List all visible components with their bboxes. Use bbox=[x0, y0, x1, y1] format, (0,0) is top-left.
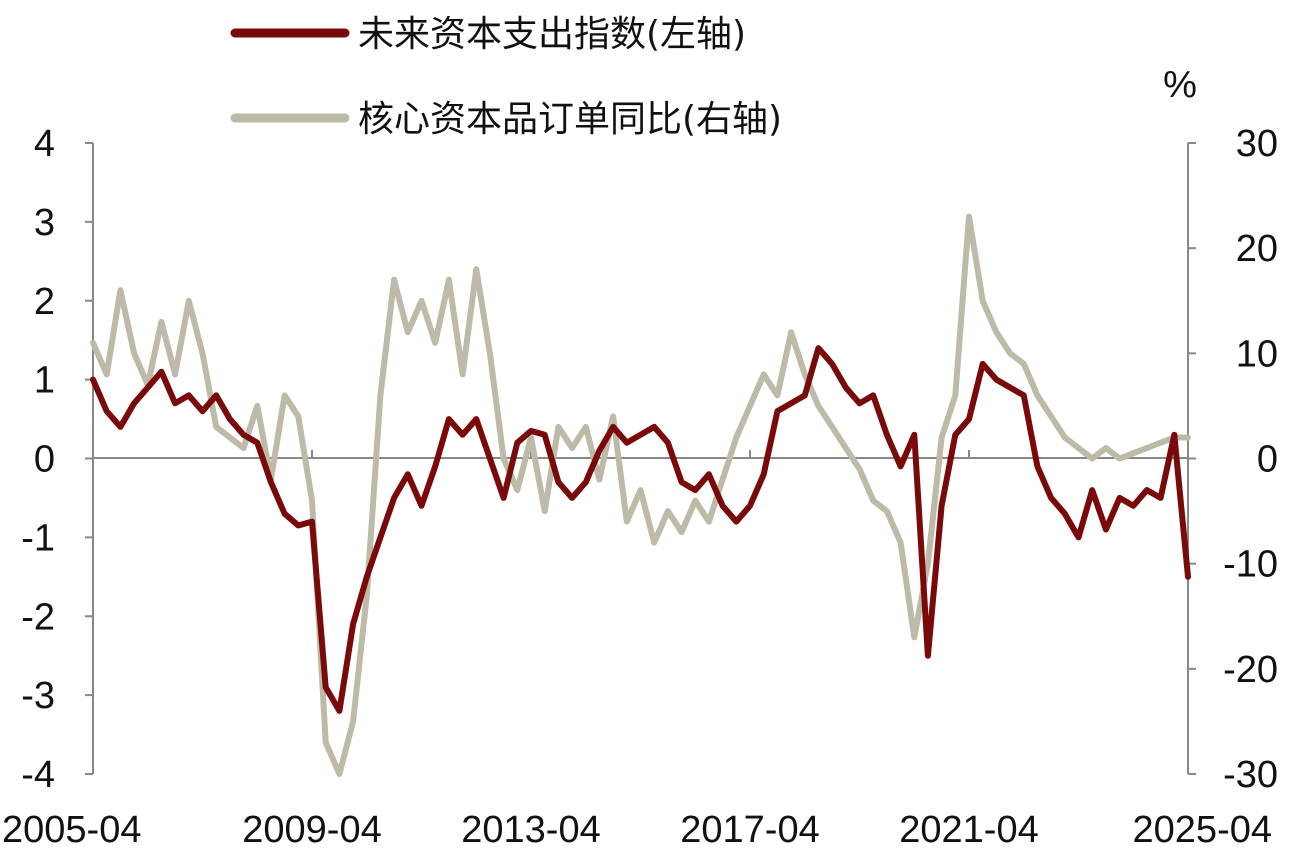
x-tick-label: 2025-04 bbox=[1133, 809, 1272, 851]
axes bbox=[92, 143, 1189, 774]
series-line-orders bbox=[90, 213, 1191, 777]
series-line-capex bbox=[90, 345, 1191, 714]
x-tick-label: 2017-04 bbox=[680, 809, 819, 851]
left-tick-label: -1 bbox=[21, 517, 55, 559]
right-tick-label: -10 bbox=[1223, 544, 1278, 586]
right-tick-label: 0 bbox=[1257, 439, 1278, 481]
legend-label-orders: 核心资本品订单同比(右轴) bbox=[358, 99, 782, 140]
left-tick-label: 0 bbox=[34, 439, 55, 481]
left-tick-label: -3 bbox=[21, 675, 55, 717]
x-axis-ticks: 2005-04 2009-04 2013-04 2017-04 2021-04 2025-… bbox=[2, 450, 1272, 851]
left-tick-label: 1 bbox=[34, 360, 55, 402]
left-tick-label: 2 bbox=[34, 281, 55, 323]
right-tick-label: -30 bbox=[1223, 754, 1278, 796]
x-tick-label: 2013-04 bbox=[461, 809, 600, 851]
left-axis-ticks: -4 -3 -2 -1 0 1 2 3 4 bbox=[21, 123, 93, 796]
left-tick-label: 4 bbox=[34, 123, 55, 165]
right-axis-unit: % bbox=[1163, 64, 1197, 106]
x-tick-label: 2021-04 bbox=[899, 809, 1038, 851]
legend-label-capex: 未来资本支出指数(左轴) bbox=[358, 14, 746, 55]
right-tick-label: 10 bbox=[1236, 333, 1278, 375]
right-tick-label: 30 bbox=[1236, 123, 1278, 165]
right-axis-ticks: -30 -20 -10 0 10 20 30 bbox=[1188, 123, 1278, 796]
legend: 未来资本支出指数(左轴) 核心资本品订单同比(右轴) bbox=[230, 14, 782, 140]
right-tick-label: -20 bbox=[1223, 649, 1278, 691]
left-tick-label: -2 bbox=[21, 596, 55, 638]
right-tick-label: 20 bbox=[1236, 228, 1278, 270]
x-tick-label: 2009-04 bbox=[242, 809, 381, 851]
left-tick-label: -4 bbox=[21, 754, 55, 796]
x-tick-label: 2005-04 bbox=[2, 809, 141, 851]
left-tick-label: 3 bbox=[34, 202, 55, 244]
series-layer bbox=[90, 213, 1191, 777]
